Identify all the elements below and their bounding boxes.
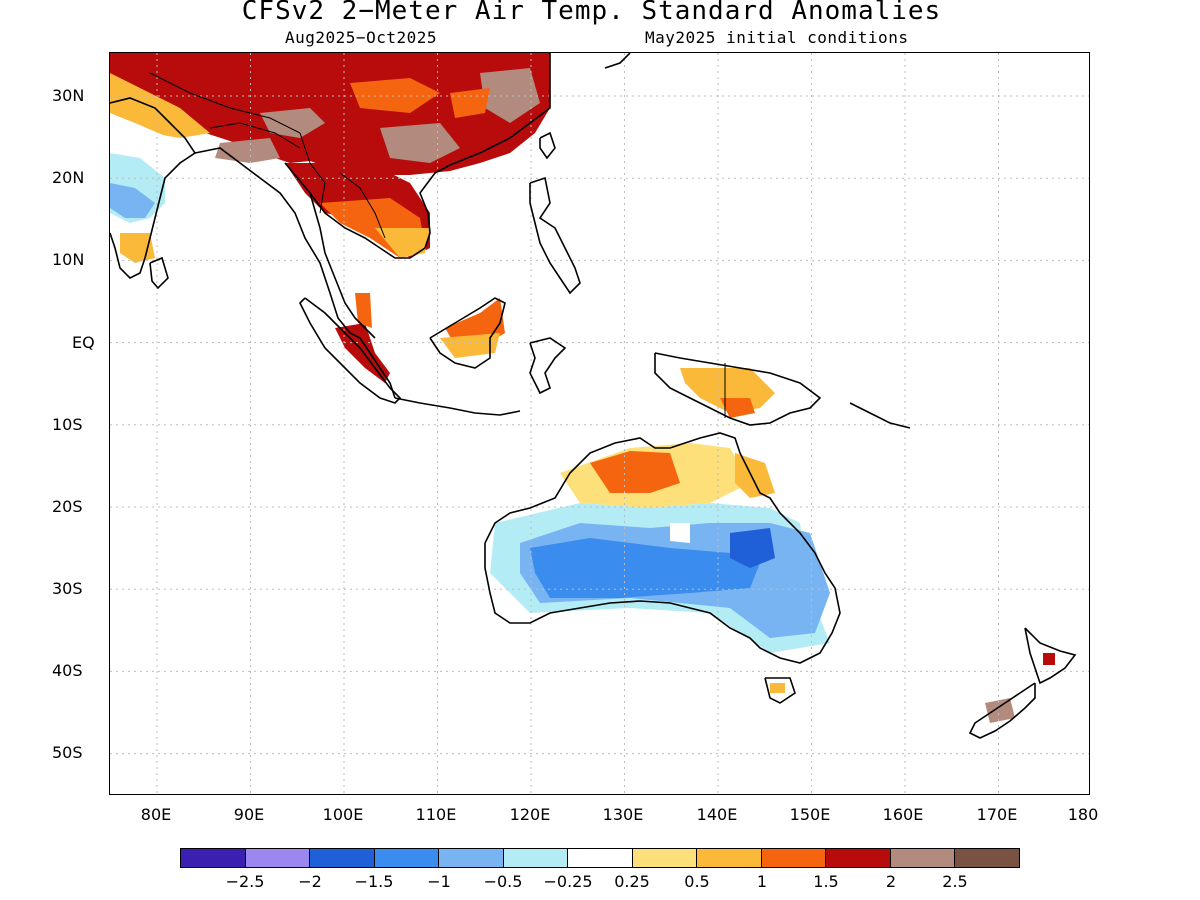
anomaly-area-india-cool-2 bbox=[110, 183, 155, 218]
anomaly-fills bbox=[110, 53, 1055, 723]
coastline-japan-korea bbox=[604, 53, 631, 69]
anomaly-area-north-australia-orange bbox=[590, 451, 680, 493]
coastline-new-zealand-south bbox=[968, 682, 1036, 739]
lat-label-10s: 10S bbox=[52, 415, 83, 434]
coastline-malay-peninsula bbox=[309, 192, 376, 339]
lat-label-20n: 20N bbox=[52, 168, 85, 187]
colorbar-swatch bbox=[245, 849, 311, 867]
coastline-sri-lanka bbox=[149, 256, 169, 290]
colorbar-label: −0.25 bbox=[543, 872, 593, 891]
lat-label-30s: 30S bbox=[52, 579, 83, 598]
coastline-bay-of-bengal bbox=[194, 147, 396, 399]
colorbar-swatch bbox=[439, 849, 504, 867]
anomaly-area-australia-peak bbox=[730, 528, 775, 568]
country-borders bbox=[149, 72, 726, 418]
border-china-india bbox=[149, 72, 301, 134]
lat-label-30n: 30N bbox=[52, 86, 85, 105]
anomaly-area-nz-south bbox=[985, 698, 1015, 723]
anomaly-area-nz-north bbox=[1043, 653, 1055, 665]
colorbar-swatch bbox=[890, 849, 956, 867]
lon-label-90e: 90E bbox=[233, 805, 265, 824]
graticule bbox=[110, 53, 1089, 794]
lat-label-40s: 40S bbox=[52, 661, 83, 680]
lon-label-180: 180 bbox=[1067, 805, 1099, 824]
colorbar-swatch bbox=[374, 849, 440, 867]
colorbar bbox=[180, 848, 1020, 868]
lon-label-80e: 80E bbox=[140, 805, 172, 824]
lon-label-120e: 120E bbox=[509, 805, 551, 824]
anomaly-area-tibet-brown bbox=[215, 138, 280, 163]
colorbar-swatch bbox=[632, 849, 698, 867]
colorbar-swatch bbox=[826, 849, 891, 867]
colorbar-label: −0.5 bbox=[483, 872, 523, 891]
border-tibet bbox=[209, 122, 301, 149]
coastline-tasmania bbox=[764, 677, 796, 704]
initial-conditions: May2025 initial conditions bbox=[645, 28, 909, 47]
coastline-solomons bbox=[849, 402, 911, 429]
lon-label-140e: 140E bbox=[696, 805, 738, 824]
coastline-australia bbox=[484, 432, 841, 664]
colorbar-label: 2.5 bbox=[942, 872, 968, 891]
coastline-new-guinea bbox=[654, 352, 822, 426]
lat-label-eq: EQ bbox=[72, 333, 95, 352]
coastline-borneo bbox=[429, 297, 506, 369]
coastline-indochina bbox=[284, 53, 551, 259]
colorbar-swatch bbox=[761, 849, 827, 867]
lon-label-170e: 170E bbox=[976, 805, 1018, 824]
lon-label-100e: 100E bbox=[322, 805, 364, 824]
anomaly-map bbox=[110, 53, 1089, 794]
colorbar-swatch bbox=[503, 849, 569, 867]
colorbar-label: 0.25 bbox=[614, 872, 650, 891]
lon-label-110e: 110E bbox=[415, 805, 457, 824]
anomaly-area-new-guinea-orange bbox=[720, 398, 755, 418]
colorbar-label: −1.5 bbox=[354, 872, 394, 891]
colorbar-swatch bbox=[310, 849, 375, 867]
lat-label-50s: 50S bbox=[52, 743, 83, 762]
anomaly-area-china-brown-2 bbox=[380, 123, 460, 163]
colorbar-label: 1 bbox=[756, 872, 768, 891]
colorbar-label: 0.5 bbox=[684, 872, 710, 891]
border-laos-vietnam bbox=[339, 172, 386, 239]
anomaly-area-cape-york bbox=[735, 453, 775, 498]
anomaly-area-north-india-warm bbox=[110, 73, 210, 138]
colorbar-swatch bbox=[181, 849, 246, 867]
anomaly-area-sumatra bbox=[335, 323, 390, 383]
colorbar-label: −2.5 bbox=[225, 872, 265, 891]
coastline-sulawesi bbox=[529, 337, 567, 395]
anomaly-area-tasmania bbox=[770, 683, 785, 693]
anomaly-area-china-orange-2 bbox=[450, 88, 490, 118]
anomaly-area-australia-central-white bbox=[670, 523, 690, 543]
anomaly-area-sumatra-orange bbox=[355, 293, 372, 328]
coastline-java bbox=[394, 397, 521, 416]
coastline-india bbox=[110, 97, 197, 279]
colorbar-swatch bbox=[568, 849, 633, 867]
colorbar-swatch bbox=[955, 849, 1019, 867]
colorbar-label: −1 bbox=[427, 872, 451, 891]
coastline-sumatra bbox=[299, 297, 402, 404]
lon-label-160e: 160E bbox=[882, 805, 924, 824]
anomaly-area-vietnam-yellow bbox=[375, 228, 430, 258]
lon-label-130e: 130E bbox=[602, 805, 644, 824]
coastline-new-zealand-north bbox=[1024, 627, 1077, 685]
colorbar-label: 2 bbox=[885, 872, 897, 891]
chart-title: CFSv2 2−Meter Air Temp. Standard Anomali… bbox=[241, 0, 942, 26]
anomaly-area-china-orange bbox=[350, 78, 440, 113]
colorbar-swatch bbox=[697, 849, 762, 867]
coastline-taiwan bbox=[539, 131, 556, 160]
anomaly-area-australia-core bbox=[530, 538, 760, 598]
lat-label-20s: 20S bbox=[52, 497, 83, 516]
map-frame bbox=[109, 52, 1090, 795]
colorbar-label: 1.5 bbox=[813, 872, 839, 891]
coastline-philippines bbox=[529, 176, 581, 295]
anomaly-area-china-brown-1 bbox=[260, 108, 325, 138]
anomaly-area-india-white bbox=[110, 113, 190, 178]
coastlines bbox=[110, 53, 1077, 739]
colorbar-label: −2 bbox=[298, 872, 322, 891]
lat-label-10n: 10N bbox=[52, 250, 85, 269]
forecast-period: Aug2025−Oct2025 bbox=[285, 28, 437, 47]
anomaly-area-china-brown-3 bbox=[480, 68, 540, 123]
lon-label-150e: 150E bbox=[789, 805, 831, 824]
anomaly-area-borneo-yellow bbox=[440, 333, 500, 358]
border-myanmar-thailand bbox=[299, 132, 326, 214]
